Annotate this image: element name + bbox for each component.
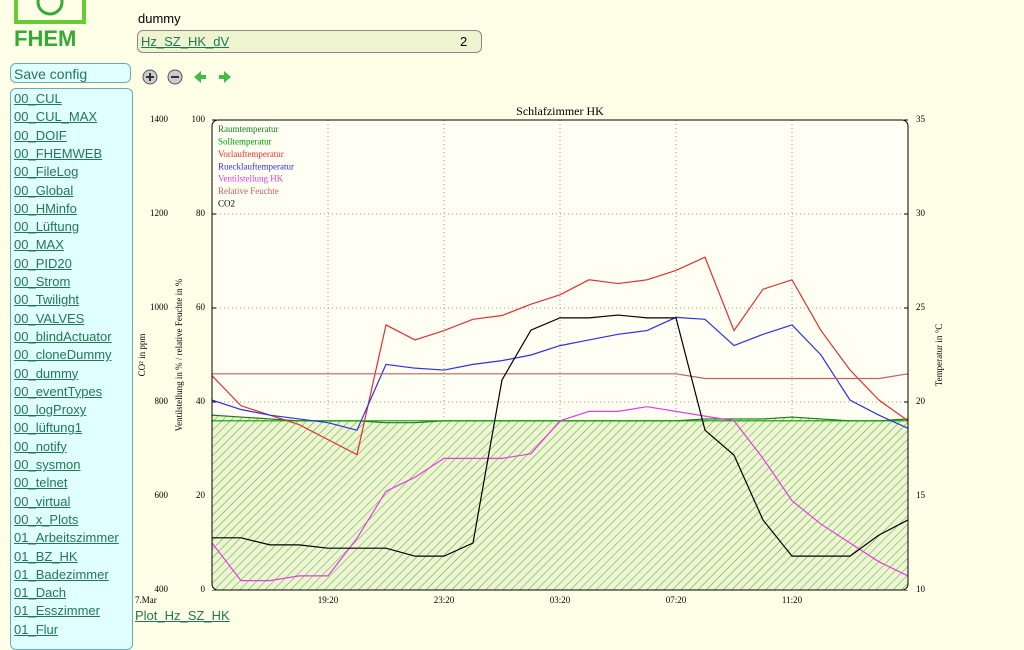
- room-link[interactable]: 00_eventTypes: [14, 383, 103, 399]
- y2-tick-label: 35: [916, 114, 926, 124]
- y3-tick-label: 1400: [150, 114, 169, 124]
- room-link[interactable]: 00_Lüftung: [14, 219, 80, 235]
- room-link[interactable]: 01_Arbeitszimmer: [14, 530, 119, 546]
- room-link[interactable]: 00_blindActuator: [14, 328, 112, 344]
- legend-entry: Ruecklauftemperatur: [218, 161, 294, 171]
- next[interactable]: [219, 71, 231, 83]
- room-link[interactable]: 00_CUL_MAX: [14, 109, 98, 125]
- y2-tick-label: 30: [916, 208, 926, 218]
- y2-tick-label: 10: [916, 584, 926, 594]
- y3-tick-label: 1200: [150, 208, 169, 218]
- room-link[interactable]: 00_lüftung1: [14, 420, 82, 436]
- room-link[interactable]: 00_Strom: [14, 274, 71, 289]
- area: [212, 415, 908, 590]
- x-tick-label: 23:20: [434, 595, 455, 605]
- legend-entry: CO2: [218, 198, 235, 208]
- device-row: Hz_SZ_HK_dV 2: [137, 30, 482, 53]
- legend-entry: Solltemperatur: [218, 136, 272, 146]
- y3-tick-label: 800: [155, 396, 169, 406]
- room-list: 00_CUL 00_CUL_MAX 00_DOIF 00_FHEMWEB 00_File…: [10, 88, 133, 650]
- room-link[interactable]: 00_FHEMWEB: [14, 145, 103, 161]
- room-link[interactable]: 00_telnet: [14, 475, 68, 491]
- room-link[interactable]: 01_Dach: [14, 585, 67, 601]
- plot-link[interactable]: Plot_Hz_SZ_HK: [135, 608, 230, 623]
- room-link[interactable]: 00_x_Plots: [14, 511, 79, 527]
- room-link[interactable]: 00_Global: [14, 182, 74, 198]
- y-tick-label: 80: [196, 208, 206, 218]
- zoom-in[interactable]: [142, 69, 158, 85]
- room-link[interactable]: 00_dummy: [14, 365, 79, 381]
- room-link[interactable]: 00_logProxy: [14, 402, 87, 418]
- y3-tick-label: 600: [155, 490, 169, 500]
- room-link[interactable]: 00_notify: [14, 438, 67, 454]
- device-value: 2: [460, 34, 468, 49]
- room-link[interactable]: 01_Flur: [14, 621, 59, 637]
- x-tick-label: 11:20: [782, 595, 803, 605]
- series-line: [211, 256, 909, 456]
- room-link[interactable]: 01_Badezimmer: [14, 566, 109, 582]
- room-link[interactable]: 00_virtual: [14, 493, 71, 509]
- series-line: [211, 316, 909, 431]
- legend-entry: Raumtemperatur: [218, 124, 278, 134]
- room-link[interactable]: 00_Twilight: [14, 292, 80, 308]
- series-line: [212, 373, 909, 380]
- logo: FHEM: [14, 26, 77, 51]
- room-link[interactable]: 00_FileLog: [14, 164, 79, 180]
- room-link[interactable]: 00_cloneDummy: [14, 347, 112, 363]
- y3-tick-label: 400: [155, 584, 169, 594]
- room-link[interactable]: 00_DOIF: [14, 127, 67, 143]
- room-link[interactable]: 00_VALVES: [14, 310, 85, 326]
- room-link[interactable]: 00_CUL: [14, 91, 62, 106]
- room-link[interactable]: 00_HMinfo: [14, 200, 77, 216]
- y-tick-label: 40: [196, 396, 206, 406]
- logo-icon: [14, 0, 86, 24]
- legend-entry: Relative Feuchte: [218, 186, 279, 196]
- room-link[interactable]: 01_Esszimmer: [14, 603, 100, 619]
- x-tick-label: 03:20: [550, 595, 571, 605]
- x-start-label: 7.Mar: [135, 595, 157, 605]
- save-config[interactable]: Save config: [10, 63, 131, 83]
- legend-entry: Vorlauftemperatur: [218, 149, 284, 159]
- prev[interactable]: [194, 71, 206, 83]
- y-tick-label: 0: [201, 584, 206, 594]
- y2-tick-label: 15: [916, 490, 926, 500]
- y2-tick-label: 20: [916, 396, 926, 406]
- chart: Schlafzimmer HK CO² in ppm Ventilstellun…: [135, 104, 944, 605]
- legend-entry: Ventilstellung HK: [218, 174, 284, 184]
- device-link[interactable]: Hz_SZ_HK_dV: [141, 34, 230, 49]
- y-tick-label: 100: [192, 114, 206, 124]
- room-link[interactable]: 01_BZ_HK: [14, 548, 78, 564]
- chart-title: Schlafzimmer HK: [516, 104, 604, 118]
- x-tick-label: 19:20: [318, 595, 339, 605]
- plot-border: [211, 119, 909, 591]
- x-tick-label: 07:20: [666, 595, 687, 605]
- series-line: [212, 314, 909, 557]
- y2-axis-label: Temperatur in °C: [934, 324, 944, 386]
- y3-axis-label: CO² in ppm: [137, 334, 147, 377]
- room-link[interactable]: 00_sysmon: [14, 457, 81, 472]
- room-title: dummy: [138, 11, 181, 26]
- series-line: [211, 406, 909, 582]
- y2-tick-label: 25: [916, 302, 926, 312]
- zoom-out[interactable]: [167, 69, 183, 85]
- room-link[interactable]: 00_PID20: [14, 255, 72, 271]
- y3-tick-label: 1000: [150, 302, 169, 312]
- y-axis-label: Ventilstellung in % / relative Feuchte i…: [174, 278, 184, 431]
- room-link[interactable]: 00_MAX: [14, 237, 64, 253]
- zoom-controls: [142, 69, 231, 85]
- y-tick-label: 60: [196, 302, 206, 312]
- y-tick-label: 20: [196, 490, 206, 500]
